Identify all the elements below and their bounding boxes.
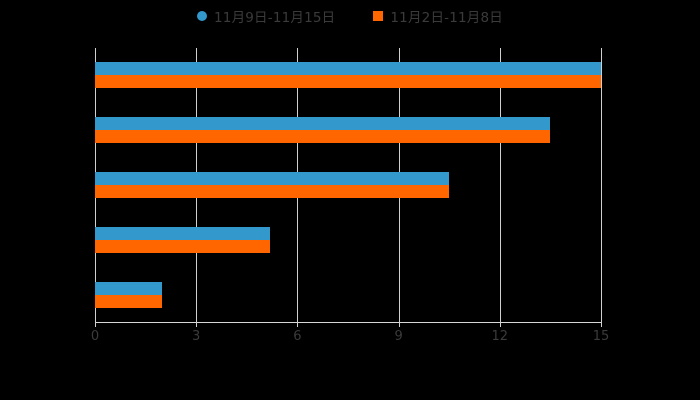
x-tick-mark [601, 322, 602, 327]
x-tick-label: 12 [491, 329, 509, 344]
bar[interactable] [95, 185, 450, 198]
x-tick-label: 6 [293, 329, 302, 344]
legend-circle-icon [196, 11, 207, 21]
chart-legend: 11月9日-11月15日 11月2日-11月8日 [0, 6, 700, 26]
bar[interactable] [95, 75, 601, 89]
x-tick-mark [297, 322, 299, 327]
bar[interactable] [95, 226, 271, 240]
x-gridline [499, 48, 501, 322]
x-axis-line [95, 322, 602, 323]
x-tick-label: 0 [90, 329, 100, 344]
bar[interactable] [95, 172, 450, 185]
bar[interactable] [95, 130, 551, 144]
x-tick-label: 15 [592, 329, 610, 344]
legend-entry[interactable]: 11月2日-11月8日 [373, 6, 503, 26]
x-tick-mark [398, 322, 400, 327]
legend-entry[interactable]: 11月9日-11月15日 [196, 6, 336, 26]
legend-label: 11月9日-11月15日 [213, 10, 336, 26]
plot-area: 03691215WEY沃尔沃大众荣威比亚迪 [91, 48, 609, 344]
x-tick-mark [95, 322, 96, 327]
x-tick-mark [499, 322, 501, 327]
x-tick-mark [196, 322, 198, 327]
x-tick-label: 3 [192, 329, 201, 344]
bar[interactable] [95, 117, 551, 131]
bar[interactable] [95, 62, 601, 76]
x-tick-label: 9 [394, 329, 403, 344]
bar[interactable] [95, 239, 271, 253]
bar[interactable] [95, 281, 163, 295]
x-gridline [601, 48, 602, 322]
legend-square-icon [373, 11, 384, 21]
bar[interactable] [95, 294, 163, 308]
legend-label: 11月2日-11月8日 [390, 10, 503, 26]
